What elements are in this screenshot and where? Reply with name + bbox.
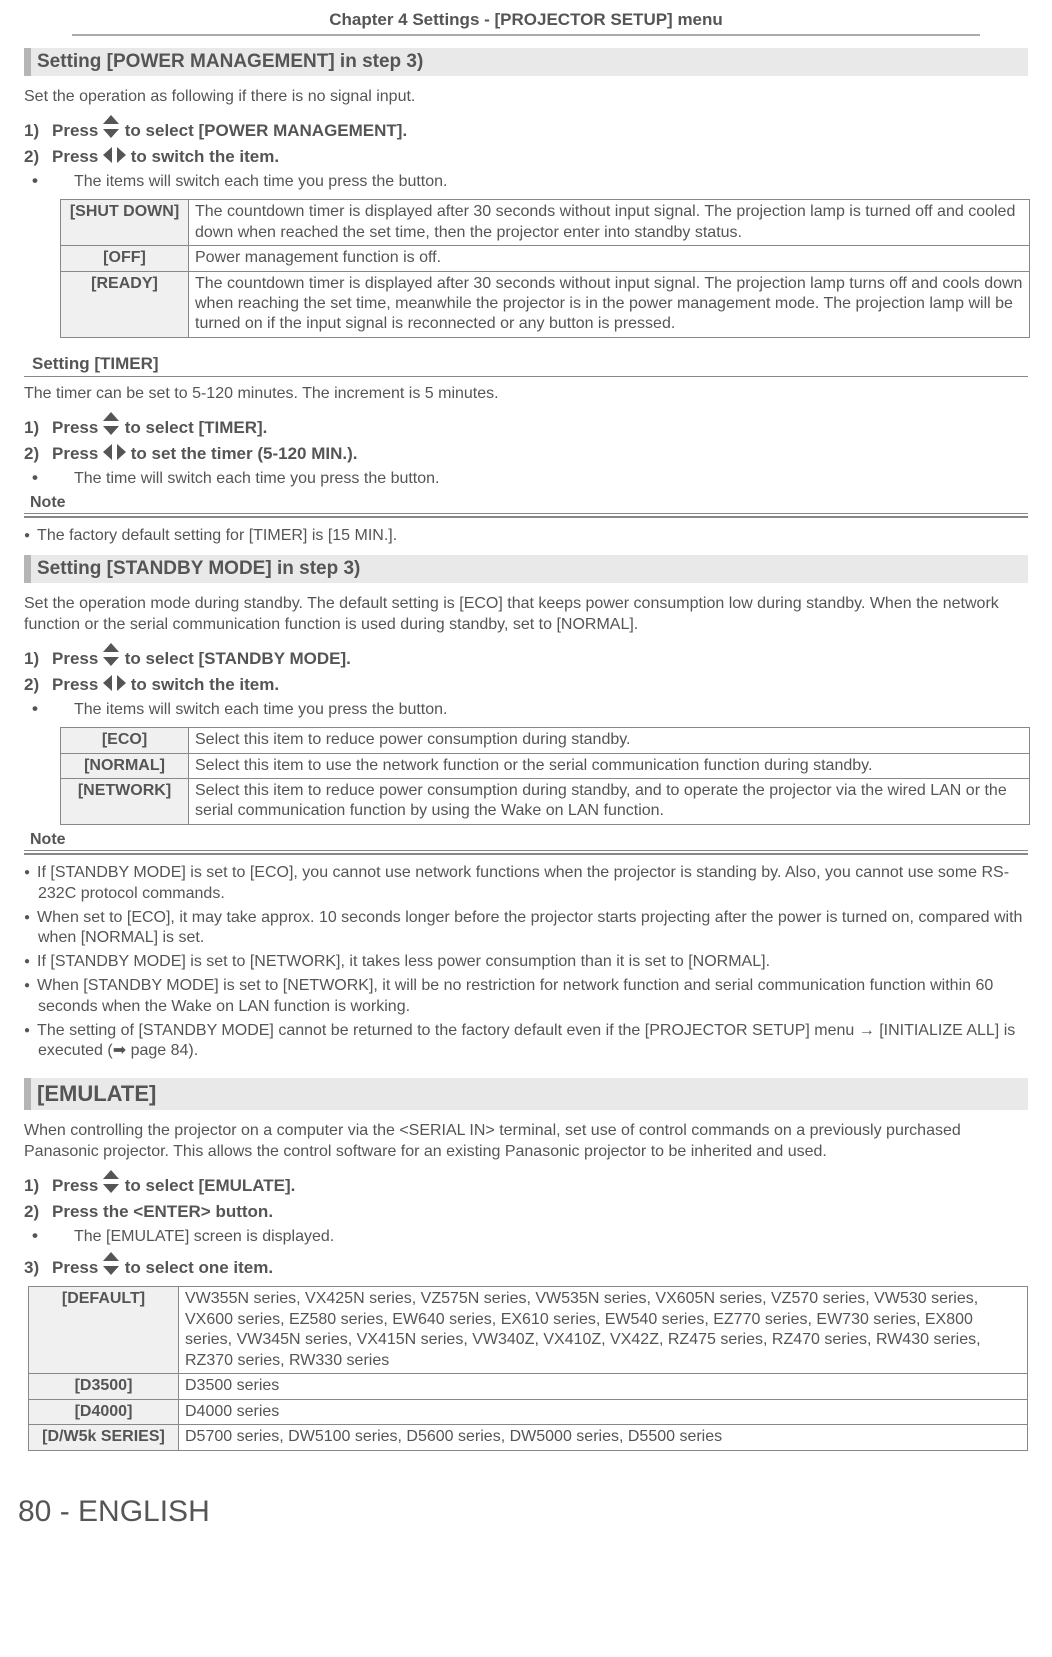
s4-step1-pre: Press xyxy=(52,1176,103,1195)
s2-step2: 2)Press to set the timer (5-120 MIN.). •… xyxy=(52,444,1028,488)
s2-step2-pre: Press xyxy=(52,444,103,463)
table-key: [NETWORK] xyxy=(61,778,189,824)
s3-options-table: [ECO]Select this item to reduce power co… xyxy=(60,727,1030,825)
table-val: VW355N series, VX425N series, VZ575N ser… xyxy=(179,1287,1028,1374)
s1-step2-pre: Press xyxy=(52,147,103,166)
page-footer: 80 - ENGLISH xyxy=(0,1455,1052,1529)
step-number: 2) xyxy=(24,444,52,464)
table-val: Select this item to use the network func… xyxy=(189,753,1030,778)
table-val: Select this item to reduce power consump… xyxy=(189,778,1030,824)
s3-intro: Set the operation mode during standby. T… xyxy=(24,593,1028,635)
s2-step2-sub: The time will switch each time you press… xyxy=(74,470,440,487)
note-rule xyxy=(24,853,1028,855)
s3-step2: 2)Press to switch the item. •The items w… xyxy=(52,675,1028,719)
left-right-arrow-icon xyxy=(103,675,126,692)
s3-step1-pre: Press xyxy=(52,649,103,668)
table-key: [D4000] xyxy=(29,1399,179,1424)
table-key: [OFF] xyxy=(61,246,189,271)
table-val: D3500 series xyxy=(179,1374,1028,1399)
bullet: • xyxy=(60,468,74,488)
note-item: The setting of [STANDBY MODE] cannot be … xyxy=(38,1021,1028,1063)
s1-options-table: [SHUT DOWN]The countdown timer is displa… xyxy=(60,199,1030,338)
s1-step1-pre: Press xyxy=(52,121,103,140)
s2-step1-post: to select [TIMER]. xyxy=(120,418,267,437)
s3-step1-post: to select [STANDBY MODE]. xyxy=(120,649,351,668)
step-number: 1) xyxy=(24,1176,52,1196)
section-standby-mode: Setting [STANDBY MODE] in step 3) xyxy=(24,555,1028,583)
step-number: 1) xyxy=(24,121,52,141)
s1-step1: 1)Press to select [POWER MANAGEMENT]. xyxy=(52,115,1028,141)
table-val: The countdown timer is displayed after 3… xyxy=(189,200,1030,246)
note-item: When [STANDBY MODE] is set to [NETWORK],… xyxy=(38,976,1028,1018)
bullet: • xyxy=(60,699,74,719)
table-key: [DEFAULT] xyxy=(29,1287,179,1374)
s2-step2-post: to set the timer (5-120 MIN.). xyxy=(126,444,357,463)
s2-intro: The timer can be set to 5-120 minutes. T… xyxy=(24,383,1028,404)
header-rule xyxy=(72,34,980,36)
s4-step2: 2)Press the <ENTER> button. •The [EMULAT… xyxy=(52,1202,1028,1246)
table-key: [ECO] xyxy=(61,728,189,753)
note-label: Note xyxy=(24,494,1028,514)
table-val: Power management function is off. xyxy=(189,246,1030,271)
s4-step2-text: Press the <ENTER> button. xyxy=(52,1202,273,1221)
s4-step2-sub: The [EMULATE] screen is displayed. xyxy=(74,1228,334,1245)
step-number: 1) xyxy=(24,418,52,438)
up-down-arrow-icon xyxy=(103,643,120,666)
up-down-arrow-icon xyxy=(103,412,120,435)
s4-step3-post: to select one item. xyxy=(120,1258,273,1277)
note-item: If [STANDBY MODE] is set to [ECO], you c… xyxy=(38,863,1028,905)
note-item: When set to [ECO], it may take approx. 1… xyxy=(38,908,1028,950)
left-right-arrow-icon xyxy=(103,147,126,164)
chapter-header: Chapter 4 Settings - [PROJECTOR SETUP] m… xyxy=(329,10,723,29)
s3-step2-sub: The items will switch each time you pres… xyxy=(74,701,448,718)
bullet: • xyxy=(60,1226,74,1246)
note-rule xyxy=(24,516,1028,518)
up-down-arrow-icon xyxy=(103,1252,120,1275)
s3-step2-post: to switch the item. xyxy=(126,675,279,694)
table-val: The countdown timer is displayed after 3… xyxy=(189,271,1030,337)
table-val: Select this item to reduce power consump… xyxy=(189,728,1030,753)
section-power-management: Setting [POWER MANAGEMENT] in step 3) xyxy=(24,48,1028,76)
bullet: • xyxy=(60,171,74,191)
s1-step2-post: to switch the item. xyxy=(126,147,279,166)
note-label: Note xyxy=(24,831,1028,851)
up-down-arrow-icon xyxy=(103,115,120,138)
s4-step3-pre: Press xyxy=(52,1258,103,1277)
s4-intro: When controlling the projector on a comp… xyxy=(24,1120,1028,1162)
s1-step1-post: to select [POWER MANAGEMENT]. xyxy=(120,121,407,140)
s4-options-table: [DEFAULT]VW355N series, VX425N series, V… xyxy=(28,1286,1028,1450)
section-timer: Setting [TIMER] xyxy=(24,352,1028,377)
s4-step1-post: to select [EMULATE]. xyxy=(120,1176,295,1195)
table-key: [SHUT DOWN] xyxy=(61,200,189,246)
s1-step2-sub: The items will switch each time you pres… xyxy=(74,173,448,190)
left-right-arrow-icon xyxy=(103,444,126,461)
note-item: If [STANDBY MODE] is set to [NETWORK], i… xyxy=(38,952,1028,973)
up-down-arrow-icon xyxy=(103,1170,120,1193)
table-key: [READY] xyxy=(61,271,189,337)
table-key: [NORMAL] xyxy=(61,753,189,778)
s4-step1: 1)Press to select [EMULATE]. xyxy=(52,1170,1028,1196)
step-number: 2) xyxy=(24,147,52,167)
s2-step1: 1)Press to select [TIMER]. xyxy=(52,412,1028,438)
table-val: D4000 series xyxy=(179,1399,1028,1424)
s2-step1-pre: Press xyxy=(52,418,103,437)
s1-intro: Set the operation as following if there … xyxy=(24,86,1028,107)
table-key: [D3500] xyxy=(29,1374,179,1399)
note-item: The factory default setting for [TIMER] … xyxy=(38,526,1028,547)
s4-step3: 3)Press to select one item. xyxy=(52,1252,1028,1278)
s3-step1: 1)Press to select [STANDBY MODE]. xyxy=(52,643,1028,669)
step-number: 2) xyxy=(24,675,52,695)
s3-step2-pre: Press xyxy=(52,675,103,694)
step-number: 1) xyxy=(24,649,52,669)
table-key: [D/W5k SERIES] xyxy=(29,1425,179,1450)
step-number: 2) xyxy=(24,1202,52,1222)
s1-step2: 2)Press to switch the item. •The items w… xyxy=(52,147,1028,191)
section-emulate: [EMULATE] xyxy=(24,1078,1028,1110)
step-number: 3) xyxy=(24,1258,52,1278)
table-val: D5700 series, DW5100 series, D5600 serie… xyxy=(179,1425,1028,1450)
